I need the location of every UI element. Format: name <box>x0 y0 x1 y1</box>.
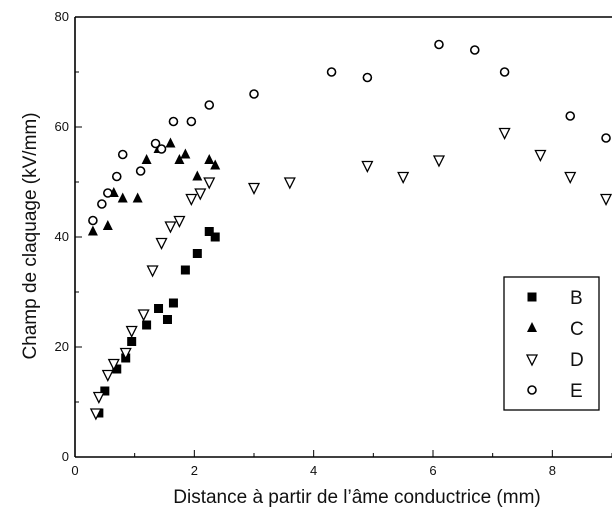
data-point-e <box>186 116 197 127</box>
data-point-d <box>155 237 168 250</box>
data-point-b <box>192 249 202 258</box>
data-points <box>87 39 612 421</box>
data-point-d <box>89 408 102 421</box>
data-point-c <box>102 220 113 230</box>
legend-label-b: B <box>570 288 583 309</box>
data-point-e <box>103 188 113 198</box>
data-point-b <box>210 232 220 242</box>
data-point-d <box>107 358 120 371</box>
data-point-e <box>117 149 128 160</box>
data-point-b <box>127 337 137 346</box>
data-point-b <box>168 298 178 308</box>
legend-label-c: C <box>570 319 584 340</box>
data-point-c <box>174 154 185 164</box>
data-point-e <box>97 199 107 209</box>
data-point-d <box>137 309 150 322</box>
data-point-e <box>499 67 510 77</box>
data-point-c <box>87 225 98 236</box>
data-point-d <box>498 127 511 140</box>
data-point-c <box>132 192 143 203</box>
x-tick-label: 2 <box>191 463 198 478</box>
y-tick-label: 80 <box>55 9 69 24</box>
data-point-e <box>168 116 179 127</box>
data-point-e <box>111 171 122 182</box>
y-tick-label: 60 <box>55 119 69 134</box>
data-point-b <box>180 265 190 275</box>
data-point-b <box>162 315 172 324</box>
data-point-e <box>565 111 576 121</box>
legend-marker-d <box>525 354 539 367</box>
data-point-d <box>119 347 132 360</box>
data-point-d <box>185 193 198 206</box>
data-point-d <box>194 188 207 201</box>
y-axis-title: Champ de claquage (kV/mm) <box>20 112 41 359</box>
y-tick-label: 40 <box>55 229 69 244</box>
data-point-d <box>534 149 547 162</box>
x-tick-label: 8 <box>549 463 556 478</box>
data-point-d <box>361 160 374 173</box>
data-point-e <box>434 39 444 50</box>
data-point-e <box>249 89 259 99</box>
data-point-d <box>101 369 114 382</box>
data-point-d <box>146 265 159 278</box>
data-point-d <box>283 177 296 190</box>
data-point-e <box>601 133 611 143</box>
y-tick-label: 20 <box>55 339 69 354</box>
data-point-d <box>599 193 612 206</box>
data-point-e <box>150 138 161 149</box>
data-point-e <box>362 72 373 83</box>
legend-label-e: E <box>570 381 583 402</box>
y-tick-label: 0 <box>62 449 69 464</box>
data-point-e <box>469 45 480 55</box>
data-point-d <box>203 177 216 190</box>
legend-box <box>503 276 600 411</box>
data-point-e <box>156 144 167 154</box>
data-point-d <box>125 325 138 338</box>
data-point-e <box>326 67 337 77</box>
data-point-d <box>397 171 410 184</box>
data-point-c <box>180 148 191 159</box>
legend-label-d: D <box>570 350 584 371</box>
x-tick-label: 4 <box>310 463 317 478</box>
x-tick-label: 0 <box>71 463 78 478</box>
data-point-d <box>164 221 177 234</box>
data-point-c <box>210 159 221 170</box>
legend-marker-b <box>527 292 537 302</box>
data-point-e <box>135 166 146 176</box>
data-point-b <box>112 364 122 374</box>
data-point-b <box>142 320 152 330</box>
data-point-b <box>154 304 164 313</box>
data-point-b <box>100 386 110 396</box>
data-point-d <box>564 171 577 184</box>
data-point-c <box>165 137 176 148</box>
data-point-b <box>204 227 214 236</box>
data-point-e <box>88 215 98 226</box>
data-point-d <box>247 182 261 195</box>
axes: Champ de claquage (kV/mm) Distance à par… <box>20 16 612 508</box>
data-point-d <box>92 391 105 404</box>
data-point-c <box>204 154 215 164</box>
data-point-c <box>117 192 128 203</box>
data-point-d <box>173 215 186 228</box>
data-point-c <box>192 170 203 181</box>
legend-marker-e <box>527 385 537 395</box>
legend-marker-c <box>527 322 537 332</box>
x-axis-title: Distance à partir de l’âme conductrice (… <box>173 487 540 508</box>
data-point-c <box>141 154 152 164</box>
data-point-e <box>204 100 215 110</box>
data-point-d <box>432 155 446 168</box>
x-tick-label: 6 <box>429 463 436 478</box>
